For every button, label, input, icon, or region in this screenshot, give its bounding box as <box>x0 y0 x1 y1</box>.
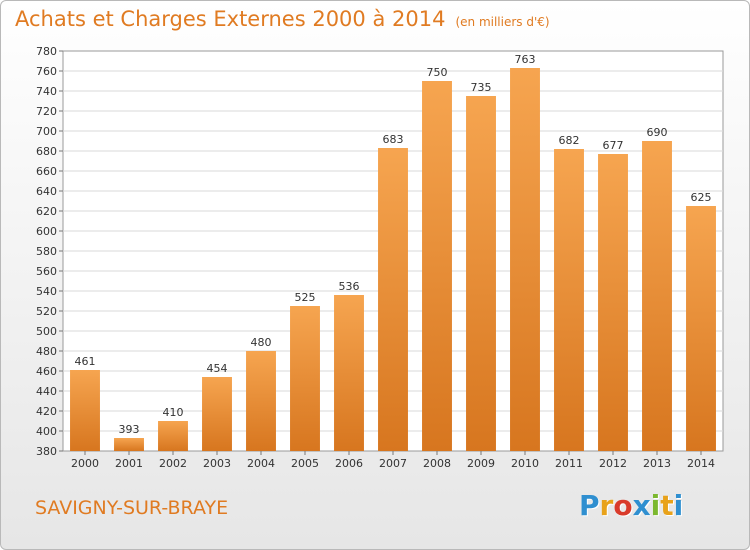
x-tick-label: 2000 <box>71 457 99 470</box>
data-labels: 461 393 410 454 480 525 536 683 750 735 763 682 677 6… <box>75 53 712 436</box>
data-label-2011: 682 <box>559 134 580 147</box>
x-tick-label: 2003 <box>203 457 231 470</box>
logo-letter: i <box>673 489 684 522</box>
bar-2014 <box>686 206 716 451</box>
bar-2008 <box>422 81 452 451</box>
bar-2011 <box>554 149 584 451</box>
logo-letter: i <box>650 489 661 522</box>
y-tick-label: 560 <box>36 265 57 278</box>
location-name: SAVIGNY-SUR-BRAYE <box>35 497 229 519</box>
bar-2005 <box>290 306 320 451</box>
y-tick-label: 760 <box>36 65 57 78</box>
y-tick-label: 440 <box>36 385 57 398</box>
y-tick-label: 700 <box>36 125 57 138</box>
logo-letter: o <box>613 489 633 522</box>
bar-2007 <box>378 148 408 451</box>
bar-2013 <box>642 141 672 451</box>
bar-2001 <box>114 438 144 451</box>
data-label-2000: 461 <box>75 355 96 368</box>
bar-2002 <box>158 421 188 451</box>
logo-letter: r <box>599 489 614 522</box>
data-label-2004: 480 <box>251 336 272 349</box>
y-tick-label: 400 <box>36 425 57 438</box>
y-tick-label: 420 <box>36 405 57 418</box>
title-row: Achats et Charges Externes 2000 à 2014 (e… <box>15 7 550 31</box>
y-tick-label: 480 <box>36 345 57 358</box>
data-label-2006: 536 <box>339 280 360 293</box>
data-label-2010: 763 <box>515 53 536 66</box>
y-tick-label: 520 <box>36 305 57 318</box>
logo-letter: t <box>660 489 674 522</box>
y-tick-label: 640 <box>36 185 57 198</box>
data-label-2001: 393 <box>119 423 140 436</box>
x-tick-label: 2004 <box>247 457 275 470</box>
x-tick-label: 2014 <box>687 457 715 470</box>
data-label-2008: 750 <box>427 66 448 79</box>
x-tick-label: 2010 <box>511 457 539 470</box>
x-tick-label: 2009 <box>467 457 495 470</box>
y-tick-label: 600 <box>36 225 57 238</box>
y-tick-label: 460 <box>36 365 57 378</box>
x-tick-label: 2005 <box>291 457 319 470</box>
bar-2009 <box>466 96 496 451</box>
x-tick-label: 2013 <box>643 457 671 470</box>
data-label-2007: 683 <box>383 133 404 146</box>
bar-2012 <box>598 154 628 451</box>
x-tick-label: 2007 <box>379 457 407 470</box>
logo-letter: P <box>579 489 600 522</box>
y-tick-label: 660 <box>36 165 57 178</box>
x-tick-label: 2006 <box>335 457 363 470</box>
y-tick-label: 680 <box>36 145 57 158</box>
x-tick-label: 2002 <box>159 457 187 470</box>
y-tick-label: 500 <box>36 325 57 338</box>
data-label-2009: 735 <box>471 81 492 94</box>
bars <box>70 68 716 451</box>
data-label-2014: 625 <box>691 191 712 204</box>
y-axis-ticks: 380 400 420 440 460 480 500 520 540 560 580 600 620 6… <box>36 45 63 458</box>
y-tick-label: 380 <box>36 445 57 458</box>
bar-2004 <box>246 351 276 451</box>
x-axis-ticks: 2000 2001 2002 2003 2004 2005 2006 2007 2008 2009… <box>71 451 715 470</box>
y-tick-label: 580 <box>36 245 57 258</box>
y-tick-label: 720 <box>36 105 57 118</box>
y-tick-label: 740 <box>36 85 57 98</box>
bar-2000 <box>70 370 100 451</box>
y-tick-label: 620 <box>36 205 57 218</box>
data-label-2005: 525 <box>295 291 316 304</box>
data-label-2002: 410 <box>163 406 184 419</box>
logo-letter: x <box>632 489 651 522</box>
y-tick-label: 540 <box>36 285 57 298</box>
chart-title: Achats et Charges Externes 2000 à 2014 <box>15 7 446 31</box>
proxiti-logo: Proxiti <box>579 489 683 522</box>
data-label-2012: 677 <box>603 139 624 152</box>
x-tick-label: 2008 <box>423 457 451 470</box>
x-tick-label: 2012 <box>599 457 627 470</box>
chart-subtitle: (en milliers d'€) <box>455 15 550 29</box>
y-tick-label: 780 <box>36 45 57 58</box>
bar-2010 <box>510 68 540 451</box>
x-tick-label: 2011 <box>555 457 583 470</box>
data-label-2003: 454 <box>207 362 228 375</box>
x-tick-label: 2001 <box>115 457 143 470</box>
bar-2003 <box>202 377 232 451</box>
bar-2006 <box>334 295 364 451</box>
data-label-2013: 690 <box>647 126 668 139</box>
